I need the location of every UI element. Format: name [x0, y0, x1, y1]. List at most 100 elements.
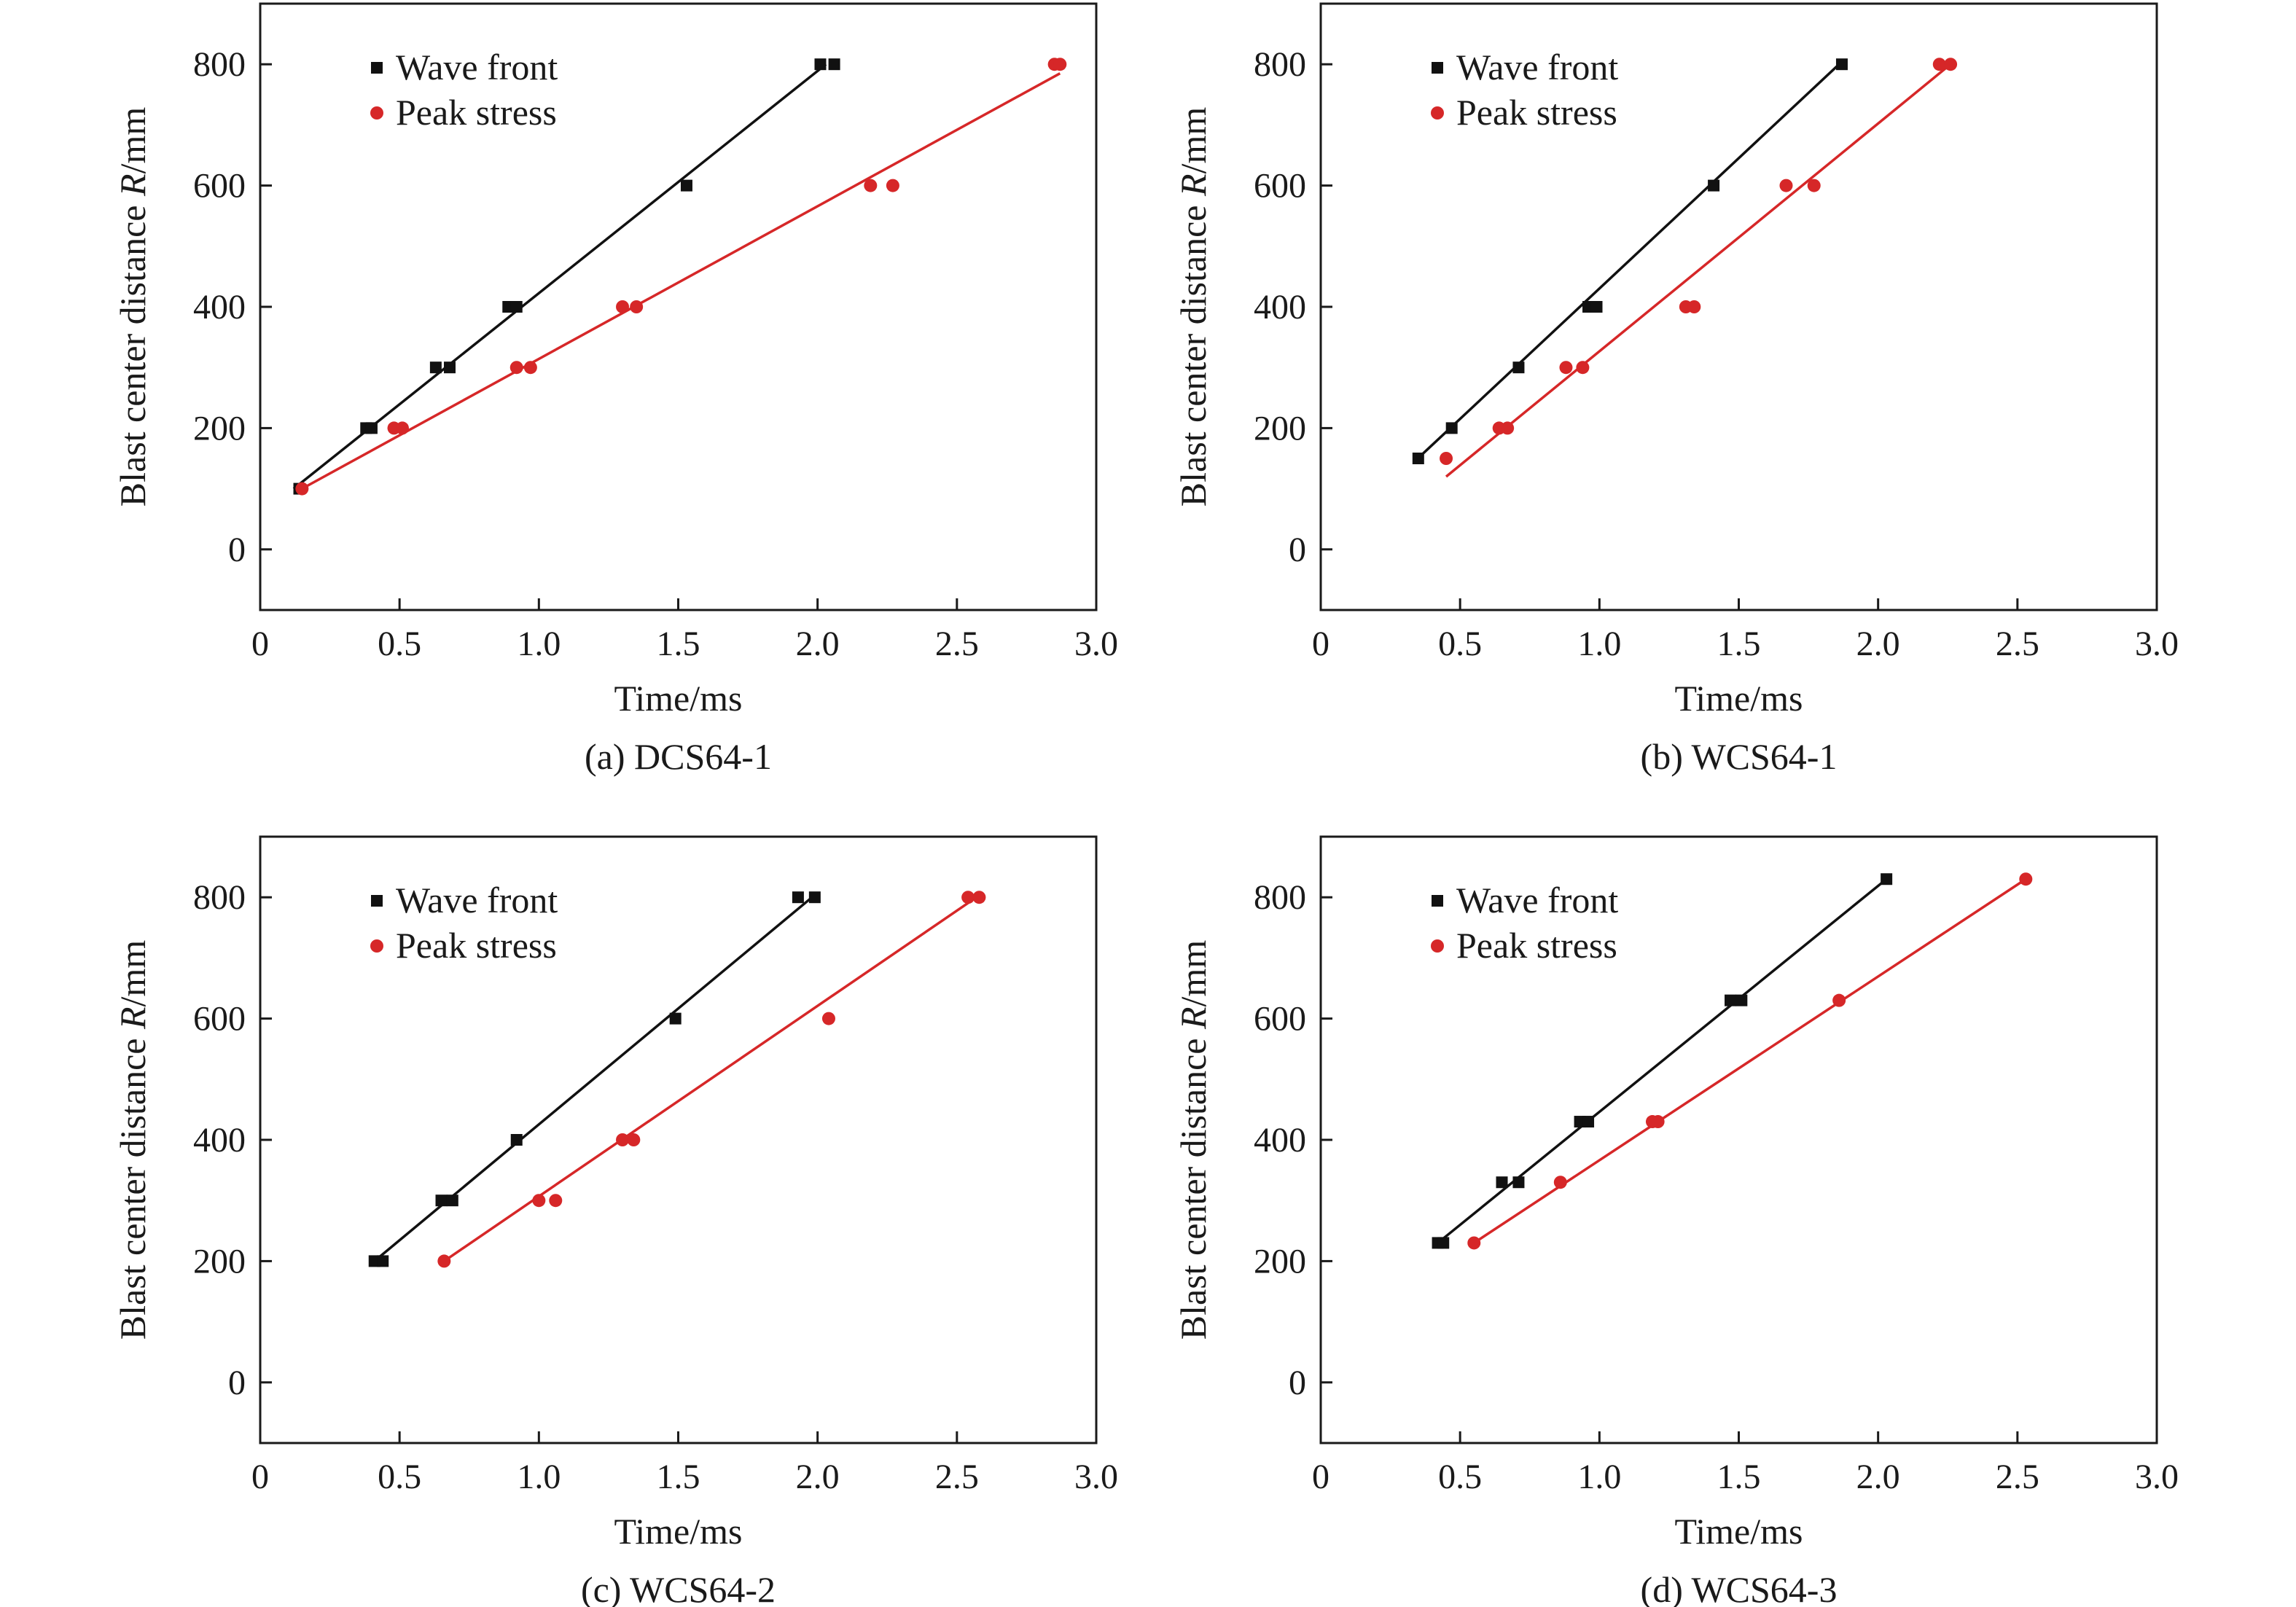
y-axis-title: Blast center distance R/mm: [112, 107, 153, 507]
y-tick-label: 200: [193, 409, 246, 447]
data-point: [549, 1194, 563, 1208]
x-tick-label: 2.0: [796, 625, 840, 663]
data-point: [443, 361, 456, 374]
y-tick-label: 0: [228, 1364, 246, 1402]
data-point: [961, 891, 975, 904]
chart-panel-2: 0 0.5 1.0 1.5 2.0 2.5 3.0 0 200 400 600 800 Time/ms B…: [1173, 2, 2179, 777]
data-point: [1440, 452, 1453, 465]
data-point: [1708, 179, 1720, 192]
x-tick-label: 0: [251, 1458, 269, 1496]
x-tick-label: 2.5: [935, 1458, 979, 1496]
data-point: [437, 1254, 451, 1268]
data-point: [1725, 994, 1737, 1006]
data-point: [972, 891, 986, 904]
plot-frame: [259, 835, 1098, 1444]
data-point: [377, 1255, 389, 1267]
x-tick-label: 0: [1312, 625, 1329, 663]
y-tick-label: 200: [1254, 409, 1306, 447]
data-point: [1501, 421, 1515, 435]
chart-caption: (d) WCS64-3: [1641, 1569, 1838, 1607]
data-point: [630, 300, 644, 313]
x-tick-label: 1.5: [1717, 625, 1761, 663]
series-peak-stress: [437, 891, 986, 1268]
legend: Wave front Peak stress: [1431, 47, 1618, 133]
legend-marker-square: [371, 62, 383, 74]
data-point: [1412, 453, 1424, 464]
data-point: [2019, 872, 2033, 886]
legend: Wave front Peak stress: [1431, 880, 1618, 966]
legend-label: Wave front: [1456, 47, 1618, 87]
series-peak-stress: [295, 58, 1067, 496]
x-tick-label: 0.5: [1438, 625, 1482, 663]
data-point: [1582, 1116, 1595, 1128]
series-wave-front: [368, 891, 821, 1267]
data-point: [532, 1194, 546, 1208]
y-tick-label: 600: [193, 1000, 246, 1039]
fit-line: [292, 63, 827, 490]
legend-marker-square: [1432, 895, 1443, 907]
legend: Wave front Peak stress: [370, 47, 558, 133]
legend-label: Peak stress: [1456, 92, 1617, 133]
data-point: [886, 179, 899, 192]
data-point: [1053, 58, 1067, 71]
series-peak-stress: [1467, 872, 2033, 1250]
x-tick-label: 3.0: [1074, 1458, 1118, 1496]
legend-label: Wave front: [1456, 880, 1618, 920]
fit-line: [1437, 877, 1888, 1244]
y-axis-title: Blast center distance R/mm: [1173, 940, 1214, 1340]
y-tick-label: 200: [193, 1242, 246, 1280]
data-point: [821, 1012, 835, 1025]
data-point: [1932, 58, 1946, 71]
data-point: [510, 301, 523, 313]
x-tick-label: 2.5: [935, 625, 979, 663]
x-tick-label: 3.0: [1074, 625, 1118, 663]
data-point: [1835, 58, 1848, 71]
chart-panel-1: 0 0.5 1.0 1.5 2.0 2.5 3.0 0 200 400 600 800 Time/ms B…: [112, 2, 1118, 777]
x-axis-title: Time/ms: [1674, 678, 1803, 719]
y-tick-label: 600: [193, 167, 246, 206]
y-tick-label: 600: [1254, 167, 1306, 206]
y-tick-label: 0: [1289, 531, 1306, 569]
x-tick-label: 0.5: [1438, 1458, 1482, 1496]
data-point: [1559, 361, 1573, 375]
data-point: [616, 1133, 630, 1146]
series-wave-front: [1412, 58, 1848, 464]
legend-marker-circle: [370, 939, 383, 953]
y-tick-label: 400: [193, 288, 246, 327]
legend-label: Wave front: [396, 880, 558, 920]
series-wave-front: [292, 58, 840, 495]
data-point: [295, 482, 309, 496]
data-point: [1687, 300, 1701, 313]
y-axis-title: Blast center distance R/mm: [112, 940, 153, 1340]
y-tick-label: 400: [193, 1121, 246, 1160]
data-point: [1496, 1176, 1508, 1189]
y-tick-label: 200: [1254, 1242, 1306, 1280]
x-tick-label: 2.5: [1996, 625, 2039, 663]
data-point: [365, 422, 378, 434]
x-axis-title: Time/ms: [614, 678, 742, 719]
data-point: [1590, 301, 1603, 313]
legend-label: Wave front: [396, 47, 558, 87]
x-tick-label: 0: [251, 625, 269, 663]
y-tick-label: 800: [1254, 45, 1306, 84]
data-point: [395, 421, 409, 435]
data-point: [616, 300, 630, 313]
data-point: [792, 891, 804, 904]
x-tick-label: 1.0: [517, 1458, 561, 1496]
fit-line: [295, 72, 1061, 493]
y-tick-label: 400: [1254, 288, 1306, 327]
x-tick-label: 0.5: [378, 1458, 421, 1496]
data-point: [509, 361, 523, 375]
y-tick-label: 0: [1289, 1364, 1306, 1402]
data-point: [1512, 361, 1525, 374]
data-point: [1832, 993, 1846, 1007]
data-point: [523, 361, 537, 375]
x-tick-label: 1.0: [1577, 625, 1621, 663]
x-tick-label: 3.0: [2135, 1458, 2179, 1496]
x-tick-label: 1.5: [657, 1458, 700, 1496]
data-point: [1881, 873, 1893, 885]
data-point: [814, 58, 827, 71]
fit-line: [1420, 63, 1840, 457]
y-tick-label: 0: [228, 531, 246, 569]
